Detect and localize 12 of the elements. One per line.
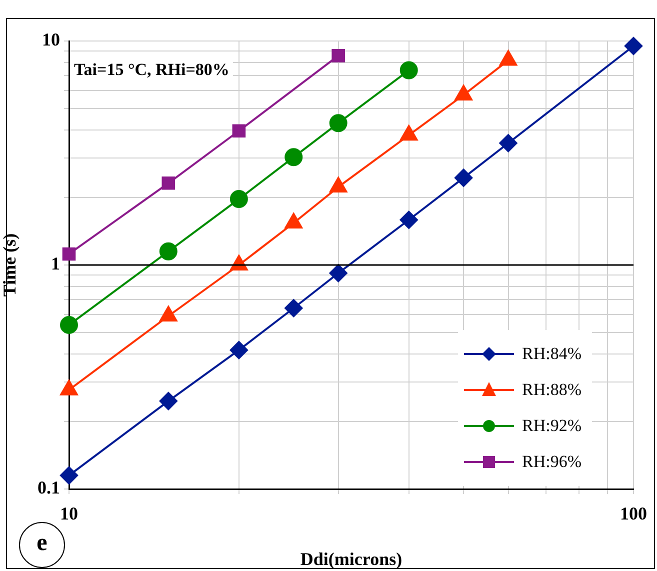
annotation: Tai=15 °C, RHi=80% <box>70 56 234 86</box>
x-tick-label: 100 <box>620 503 647 524</box>
legend-label: RH:88% <box>522 380 582 400</box>
y-tick-label: 0.1 <box>38 478 60 498</box>
y-axis-title: Time (s) <box>0 233 20 297</box>
y-tick-label: 1 <box>51 254 60 274</box>
text: e <box>36 530 48 557</box>
legend-label: RH:84% <box>522 344 582 364</box>
y-tick-label: 10 <box>42 30 60 50</box>
x-axis-title: Ddi(microns) <box>300 548 402 569</box>
legend-label: RH:96% <box>522 452 582 472</box>
legend-label: RH:92% <box>522 416 582 436</box>
